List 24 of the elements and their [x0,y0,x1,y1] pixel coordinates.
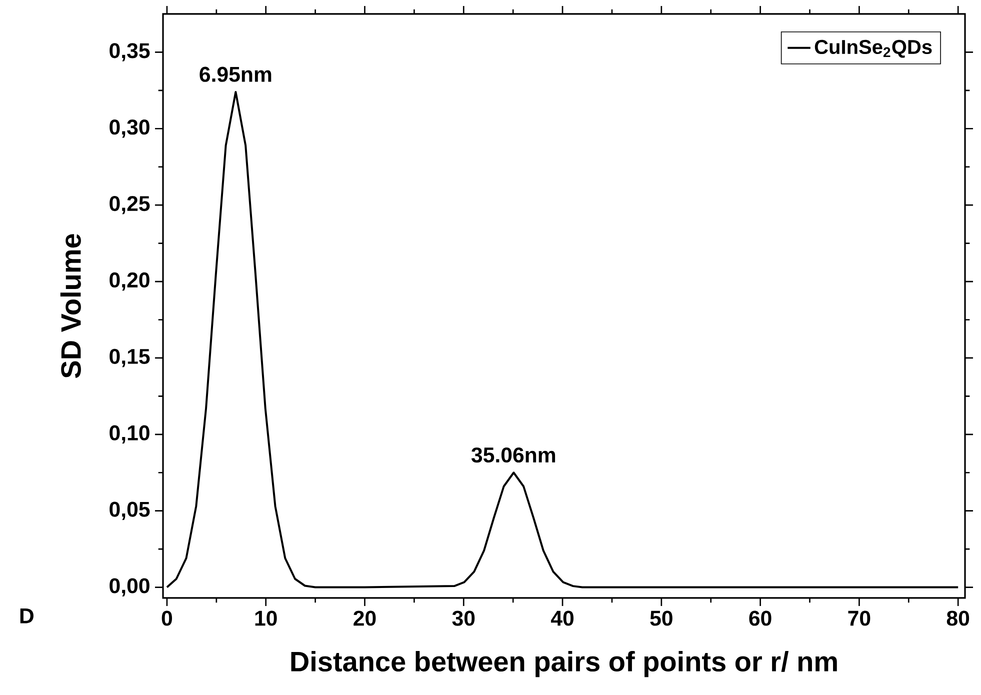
y-tick-label: 0,15 [110,348,150,368]
y-tick-label: 0,00 [110,578,150,596]
line-series [166,90,960,588]
x-axis-title: Distance between pairs of points or r/ nm [291,650,837,678]
x-tick-label: 60 [749,610,772,626]
y-tick-label: 0,30 [110,120,150,138]
x-tick-label: 0 [162,610,172,626]
y-tick-label: 0,10 [110,425,150,444]
y-tick-label: 0,35 [110,43,150,62]
x-tick-label: 20 [354,610,376,626]
x-tick-label: 40 [550,610,574,626]
text: D [20,608,34,624]
y-tick-label: 0,05 [110,502,150,520]
x-tick-label: 30 [452,610,475,626]
annotation: 6.95nm [200,66,272,82]
legend-label: CuInSe$_{2}$QDs [814,40,932,58]
y-tick-label: 0,25 [110,196,150,214]
x-tick-label: 80 [946,610,970,626]
y-axis-title: SD Volume [60,234,81,378]
x-tick-label: 70 [848,610,870,626]
annotation: 35.06nm [471,447,556,463]
y-tick-label: 0,20 [110,272,150,291]
x-tick-label: 50 [650,610,672,626]
x-tick-label: 10 [255,610,277,626]
